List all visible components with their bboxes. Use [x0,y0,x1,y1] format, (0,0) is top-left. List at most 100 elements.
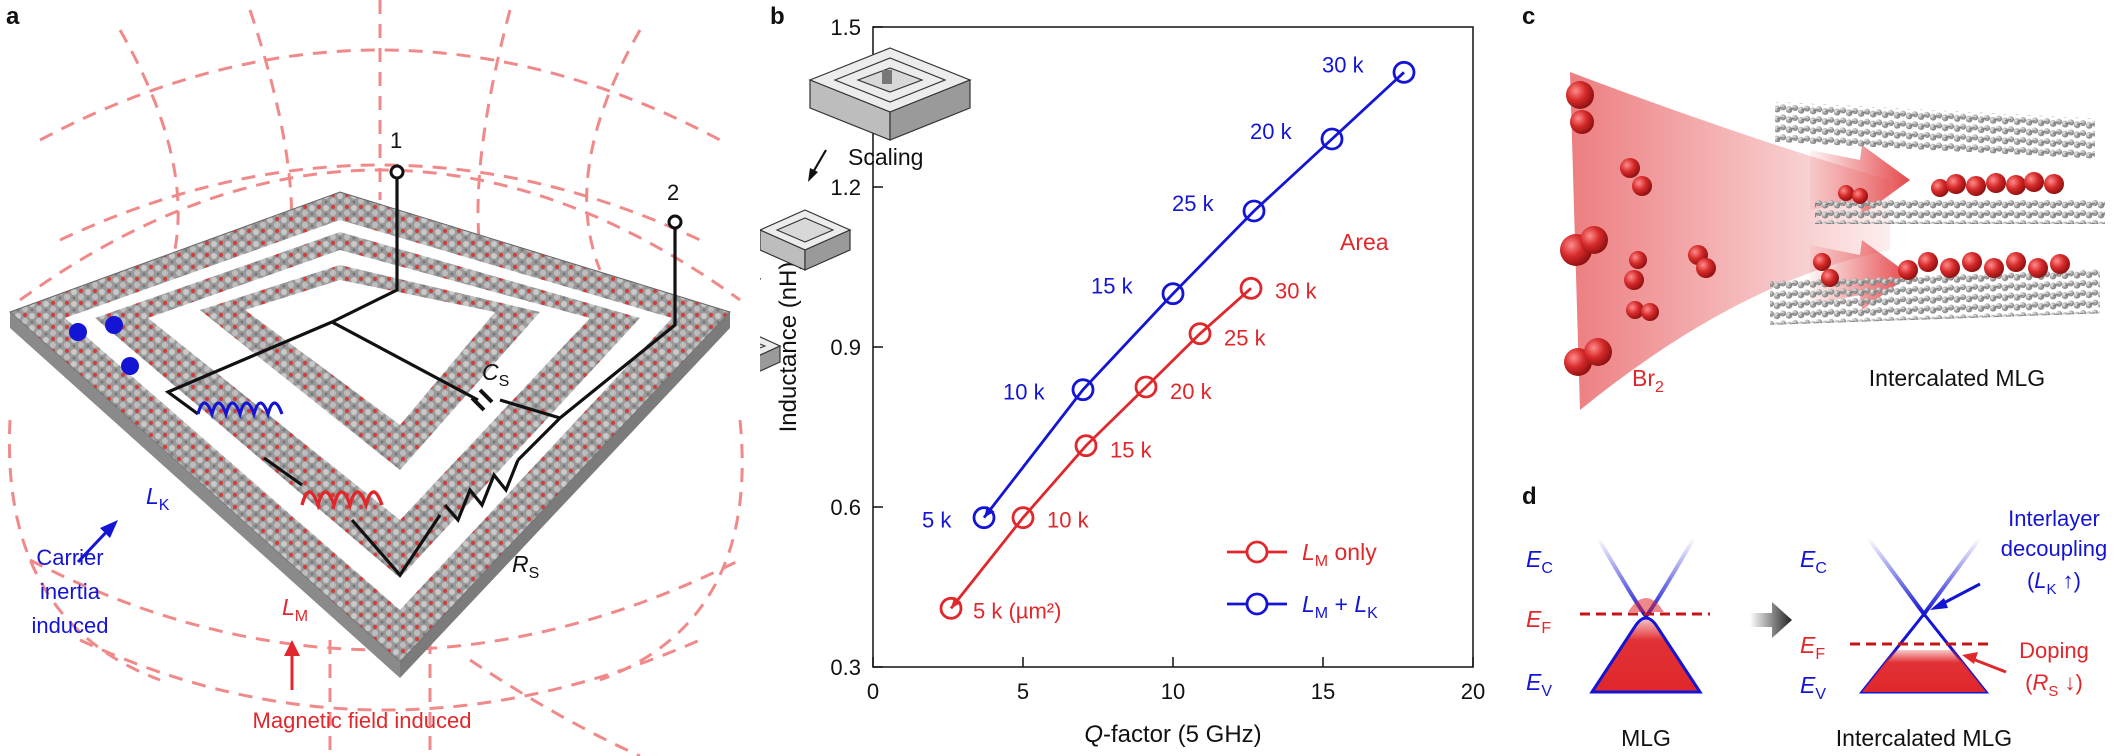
rs-label: RS [512,551,539,582]
x-tick-label: 5 [1017,679,1029,704]
intercalated-ev-label: EV [1800,672,1826,703]
plot-frame [872,26,1474,668]
transition-arrow [1750,602,1792,638]
mlg-valence-band [1589,616,1703,694]
interlayer-text-line3: (LK ↑) [2027,568,2081,598]
scaling-inset: Scaling [760,47,972,372]
series-1: 5 k 10 k 15 k 25 k 20 k 30 k [922,52,1416,533]
mlg-band-diagram [1580,536,1710,694]
panel-d-figure: d EC EF EV EC EF EV Interlayer decouplin… [1522,483,2107,751]
mlg-caption: MLG [1621,725,1671,751]
equivalent-circuit [164,172,677,578]
interlayer-text-line1: Interlayer [2008,506,2100,531]
series-layer: 5 k (µm²) 10 k 15 k 20 k 25 k 30 k 5 k 10 k 15 k… [922,52,1416,623]
series-start-arrowhead [984,506,995,518]
data-point [1392,60,1416,84]
data-point-label: 20 k [1170,379,1213,404]
data-point [1188,322,1212,346]
decoupling-arrowhead [1930,598,1948,610]
x-tick-label: 0 [867,679,879,704]
y-axis-ticks: 0.3 0.6 0.9 1.2 1.5 [830,15,883,680]
scaling-label: Scaling [848,144,923,170]
data-point-label: 15 k [1110,438,1153,463]
intercalated-conduction-cone [1866,536,1982,618]
medium-spiral-block-icon [760,209,852,271]
bromine-molecules [1560,81,2070,376]
series-start-arrowhead [951,596,962,609]
data-point [1071,378,1095,402]
data-point-label: 25 k [1224,326,1267,351]
carrier-dots [69,316,139,375]
terminal-1-label: 1 [390,128,402,153]
mlg-ec-label: EC [1526,546,1553,577]
intercalated-band-diagram [1850,536,1990,694]
data-point-label: 10 k [1047,508,1090,533]
panel-a-label: a [6,3,20,30]
data-point [1011,506,1035,530]
data-point [1239,276,1263,300]
graphene-spiral-inductor [9,191,731,678]
mlg-conduction-cone [1596,536,1696,619]
series-0: 5 k (µm²) 10 k 15 k 20 k 25 k 30 k [939,276,1318,623]
inductance-q-factor-chart: b 0 5 10 15 20 0.3 0.6 0.9 1.2 1.5 Q-factor (5 G… [760,3,1485,748]
magnetic-field-lines [7,0,744,756]
magnetic-field-text: Magnetic field induced [253,708,472,733]
y-tick-label: 0.6 [830,495,861,520]
series-line [982,71,1405,519]
intercalated-mlg-caption: Intercalated MLG [1836,725,2012,751]
carrier-text-line2: inertia [40,579,101,604]
small-spiral-block-icon [760,336,782,372]
data-point-label: 10 k [1003,380,1046,405]
scaling-arrowhead-1 [808,168,818,182]
data-point [1134,375,1158,399]
lk-label: LK [146,483,170,514]
panel-d: d EC EF EV EC EF EV Interlayer decouplin… [1510,480,2115,756]
scaling-arrow-1 [811,149,827,175]
doping-text-line1: Doping [2019,638,2089,663]
legend-marker-red [1245,540,1269,564]
y-tick-label: 1.2 [830,175,861,200]
mlg-ev-label: EV [1526,669,1552,700]
data-point-label: 30 k [1275,278,1318,303]
series-line [949,287,1252,610]
data-point-label: 5 k [922,508,952,533]
carrier-text-line3: induced [31,613,108,638]
data-point-label: 15 k [1091,274,1134,299]
magnetic-inductor-coil [300,490,384,511]
intercalated-mlg-label-c: Intercalated MLG [1869,365,2045,391]
kinetic-inductor-coil [196,401,284,420]
data-point [1320,127,1344,151]
data-point [939,596,963,620]
legend-entry-lm-plus-lk: LM + LK [1227,591,1378,622]
doping-text-line2: (RS ↓) [2025,670,2083,700]
doping-arrow [1969,656,2007,674]
panel-d-label: d [1522,483,1537,510]
terminal-2-label: 2 [667,180,679,205]
x-tick-label: 10 [1161,679,1185,704]
lm-label: LM [282,594,308,625]
intercalated-ec-label: EC [1800,546,1827,577]
mlg-ef-label: EF [1526,606,1551,637]
legend-marker-blue [1245,592,1269,616]
interlayer-text-line2: decoupling [2001,536,2107,561]
x-tick-label: 20 [1461,679,1485,704]
panel-a-figure: a [6,0,744,756]
graphene-layers [1770,101,2105,325]
intercalated-valence-fill [1862,650,1986,692]
area-label: Area [1340,229,1389,255]
lm-arrowhead [284,640,300,656]
data-point-label: 20 k [1250,119,1293,144]
data-point-label: 25 k [1172,191,1215,216]
x-axis-ticks: 0 5 10 15 20 [867,657,1485,704]
y-tick-label: 0.9 [830,335,861,360]
data-point [1242,199,1266,223]
cs-label: CS [482,359,509,390]
terminals [389,164,683,230]
x-tick-label: 15 [1311,679,1335,704]
panel-b: b 0 5 10 15 20 0.3 0.6 0.9 1.2 1.5 Q-factor (5 G… [760,0,1510,756]
carrier-text-line1: Carrier [36,545,103,570]
br2-label: Br2 [1632,365,1664,396]
legend-text-lm-only: LM only [1302,539,1377,570]
panel-c-figure: c [1522,3,2105,410]
data-point [1161,282,1185,306]
